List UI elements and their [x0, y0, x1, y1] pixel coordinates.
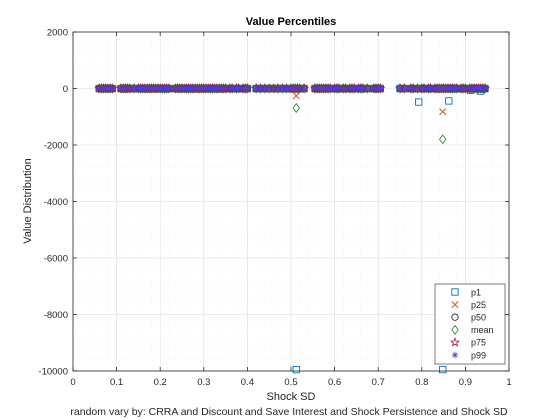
x-tick-label: 0.9	[459, 377, 472, 388]
x-tick-label: 0.7	[372, 377, 385, 388]
y-tick-label: 0	[63, 84, 68, 95]
y-tick-label: -4000	[44, 197, 68, 208]
legend-label-p1: p1	[471, 287, 481, 297]
chart-title: Value Percentiles	[246, 16, 337, 28]
x-tick-label: 0.2	[154, 377, 167, 388]
legend-label-p99: p99	[471, 350, 486, 360]
legend-label-mean: mean	[471, 325, 494, 335]
point-p99	[301, 85, 307, 91]
legend-box	[435, 284, 505, 364]
y-tick-label: -10000	[38, 367, 68, 378]
y-tick-label: -6000	[44, 254, 68, 265]
legend-label-p75: p75	[471, 338, 486, 348]
x-axis-label: Shock SD	[267, 391, 316, 403]
legend-label-p25: p25	[471, 300, 486, 310]
x-tick-label: 0.3	[197, 377, 210, 388]
y-axis-label: Value Distribution	[22, 158, 34, 243]
x-tick-label: 0.6	[328, 377, 341, 388]
point-p99	[401, 85, 407, 91]
x-tick-label: 1	[506, 377, 511, 388]
y-tick-label: 2000	[47, 28, 68, 39]
point-p99	[109, 85, 115, 91]
y-tick-label: -8000	[44, 310, 68, 321]
point-p99	[244, 85, 250, 91]
x-tick-label: 0.5	[284, 377, 297, 388]
point-p99	[364, 85, 370, 91]
point-p99	[482, 85, 488, 91]
legend: p1 p25 p50 mean p75 p99	[435, 284, 505, 364]
x-tick-label: 0	[70, 377, 75, 388]
point-p99	[166, 85, 172, 91]
legend-label-p50: p50	[471, 313, 486, 323]
x-tick-label: 0.8	[415, 377, 428, 388]
x-tick-label: 0.4	[241, 377, 254, 388]
y-tick-label: -2000	[44, 141, 68, 152]
figure-caption: random vary by: CRRA and Discount and Sa…	[70, 406, 508, 418]
x-tick-label: 0.1	[110, 377, 123, 388]
